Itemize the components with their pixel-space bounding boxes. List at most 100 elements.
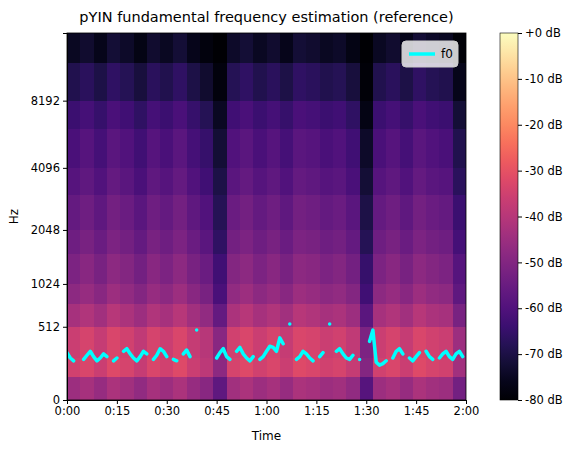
spectrogram-cell	[187, 357, 201, 377]
spectrogram-cell	[373, 284, 387, 304]
spectrogram-cell	[94, 230, 108, 254]
spectrogram-cell	[453, 230, 466, 254]
spectrogram-cell	[200, 168, 214, 195]
tick: 1:00	[254, 400, 280, 418]
spectrogram-cell	[346, 194, 360, 230]
tick: 0:30	[154, 400, 180, 418]
spectrogram-cell	[360, 194, 374, 230]
spectrogram-cell	[373, 33, 387, 63]
spectrogram-cell	[94, 376, 108, 400]
spectrogram-cell	[293, 254, 307, 285]
spectrogram-cell	[107, 62, 121, 101]
axis-line	[519, 34, 523, 401]
spectrogram-cell	[346, 327, 360, 358]
spectrogram-cell	[400, 62, 414, 101]
spectrogram-cell	[200, 33, 214, 63]
tick-mark	[63, 168, 67, 169]
spectrogram-cell	[67, 230, 81, 254]
spectrogram-cell	[306, 62, 320, 101]
spectrogram-cell	[160, 129, 174, 168]
spectrogram-cell	[160, 101, 174, 130]
tick-mark	[518, 171, 522, 172]
tick-mark	[518, 354, 522, 355]
spectrogram-cell	[346, 33, 360, 63]
spectrogram-cell	[213, 62, 227, 101]
spectrogram-cell	[107, 168, 121, 195]
spectrogram-cell	[227, 62, 241, 101]
spectrogram-cell	[160, 62, 174, 101]
spectrogram-cell	[426, 284, 440, 304]
spectrogram-cell	[386, 284, 400, 304]
spectrogram-cell	[400, 168, 414, 195]
legend-label: f0	[441, 47, 453, 61]
spectrogram-cell	[293, 62, 307, 101]
spectrogram-cell	[333, 62, 347, 101]
spectrogram-cell	[400, 254, 414, 285]
spectrogram-cell	[386, 62, 400, 101]
spectrogram-cell	[200, 327, 214, 358]
spectrogram-cell	[306, 327, 320, 358]
y-axis-title: Hz	[7, 209, 21, 224]
spectrogram-cell	[333, 168, 347, 195]
spectrogram-cell	[413, 376, 427, 400]
tick: 1:30	[354, 400, 380, 418]
spectrogram-cell	[147, 168, 161, 195]
tick: +0 dB	[518, 26, 561, 40]
spectrogram-cell	[107, 303, 121, 327]
spectrogram-cell	[227, 33, 241, 63]
spectrogram-cell	[80, 33, 94, 63]
spectrogram-cell	[160, 284, 174, 304]
spectrogram-cell	[280, 168, 294, 195]
spectrogram-cell	[80, 376, 94, 400]
tick: -60 dB	[518, 301, 563, 315]
spectrogram-cell	[120, 357, 134, 377]
spectrogram-cell	[360, 129, 374, 168]
spectrogram-cell	[267, 33, 281, 63]
tick-label: 0	[53, 393, 60, 407]
spectrogram-cell	[67, 168, 81, 195]
spectrogram-cell	[147, 129, 161, 168]
spectrogram-cell	[147, 33, 161, 63]
spectrogram-cell	[280, 33, 294, 63]
spectrogram-cell	[439, 101, 453, 130]
spectrogram-cell	[187, 230, 201, 254]
spectrogram-cell	[160, 254, 174, 285]
spectrogram-cell	[120, 327, 134, 358]
spectrogram-cell	[120, 101, 134, 130]
spectrogram-cell	[386, 101, 400, 130]
spectrogram-cell	[147, 254, 161, 285]
spectrogram-cell	[267, 284, 281, 304]
spectrogram-cell	[333, 327, 347, 358]
spectrogram-cell	[333, 284, 347, 304]
spectrogram-cell	[306, 284, 320, 304]
spectrogram-cell	[187, 33, 201, 63]
plot-frame	[67, 33, 466, 400]
spectrogram-cell	[240, 376, 254, 400]
spectrogram-cell	[453, 357, 466, 377]
spectrogram-cell	[173, 168, 187, 195]
spectrogram-cell	[439, 33, 453, 63]
spectrogram-cell	[346, 101, 360, 130]
spectrogram-cell	[400, 101, 414, 130]
spectrogram-cell	[333, 303, 347, 327]
spectrogram-cell	[360, 62, 374, 101]
tick-mark	[63, 101, 67, 102]
colorbar	[500, 33, 518, 400]
tick-label: 0:30	[154, 404, 180, 418]
spectrogram-cell	[306, 33, 320, 63]
spectrogram-cell	[94, 101, 108, 130]
spectrogram-cell	[107, 230, 121, 254]
spectrogram-cell	[293, 230, 307, 254]
spectrogram-cell	[227, 129, 241, 168]
spectrogram-cell	[187, 168, 201, 195]
spectrogram-cell	[120, 254, 134, 285]
spectrogram-cell	[253, 101, 267, 130]
spectrogram-cell	[227, 327, 241, 358]
tick: 8192	[31, 94, 67, 108]
spectrogram-cell	[94, 327, 108, 358]
spectrogram-cell	[360, 254, 374, 285]
tick-label: -60 dB	[525, 301, 563, 315]
spectrogram-cell	[280, 284, 294, 304]
spectrogram-cell	[306, 230, 320, 254]
tick: 512	[38, 320, 67, 334]
